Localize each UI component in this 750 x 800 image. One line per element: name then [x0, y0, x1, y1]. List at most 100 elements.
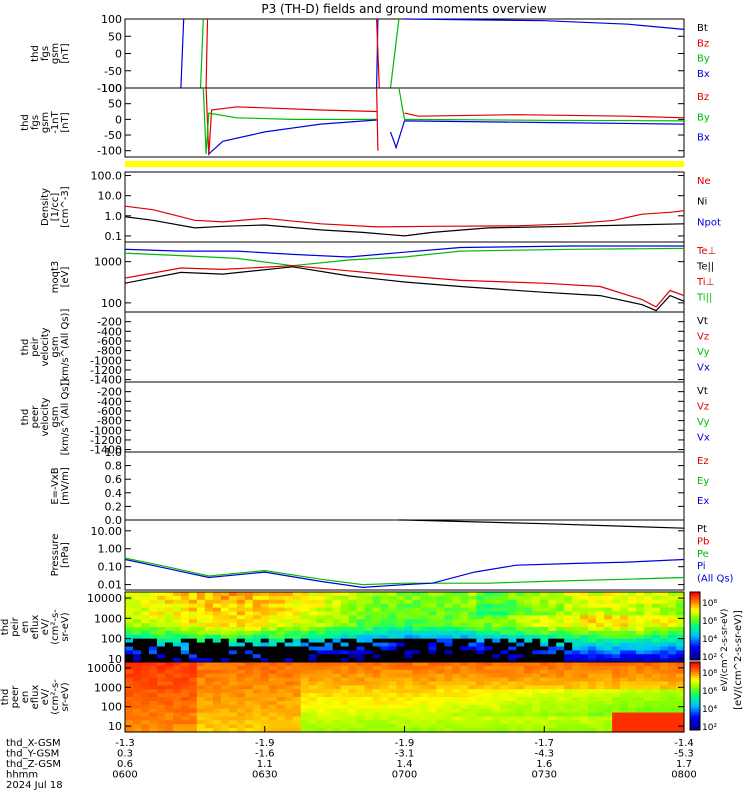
- heatmap-cell: [164, 627, 174, 632]
- heatmap-cell: [132, 595, 142, 601]
- heatmap-cell: [324, 623, 334, 628]
- heatmap-cell: [676, 627, 685, 632]
- heatmap-cell: [620, 685, 629, 690]
- heatmap-cell: [508, 704, 517, 710]
- heatmap-cell: [460, 697, 469, 702]
- heatmap-cell: [284, 603, 294, 609]
- x-axis-tick-label: 0800: [671, 770, 696, 781]
- heatmap-cell: [228, 646, 238, 651]
- heatmap-cell: [620, 595, 629, 601]
- heatmap-cell: [196, 720, 206, 725]
- heatmap-cell: [452, 607, 461, 613]
- heatmap-cell: [676, 615, 685, 620]
- heatmap-cell: [372, 630, 382, 636]
- heatmap-cell: [596, 665, 605, 671]
- heatmap-cell: [268, 638, 278, 644]
- heatmap-cell: [244, 685, 254, 690]
- heatmap-cell: [252, 712, 262, 718]
- heatmap-cell: [644, 669, 653, 675]
- heatmap-cell: [292, 685, 302, 690]
- heatmap-cell: [468, 599, 477, 605]
- heatmap-cell: [460, 599, 469, 605]
- heatmap-cell: [652, 662, 661, 667]
- heatmap-cell: [676, 650, 685, 655]
- heatmap-cell: [572, 712, 581, 718]
- heatmap-cell: [196, 708, 206, 714]
- heatmap-cell: [420, 611, 430, 616]
- heatmap-cell: [220, 650, 230, 655]
- heatmap-cell: [524, 677, 533, 683]
- heatmap-cell: [396, 700, 406, 706]
- heatmap-cell: [268, 662, 278, 667]
- heatmap-cell: [132, 634, 142, 640]
- heatmap-cell: [500, 630, 509, 636]
- heatmap-cell: [228, 665, 238, 671]
- heatmap-cell: [180, 634, 190, 640]
- colorbar-cell: [690, 616, 700, 619]
- heatmap-cell: [500, 654, 509, 659]
- heatmap-cell: [420, 677, 430, 683]
- heatmap-cell: [244, 697, 254, 702]
- heatmap-cell: [236, 619, 246, 624]
- heatmap-cell: [284, 627, 294, 632]
- panel-frame: [124, 171, 685, 243]
- heatmap-cell: [588, 599, 597, 605]
- heatmap-cell: [604, 697, 613, 702]
- heatmap-cell: [444, 728, 454, 733]
- heatmap-cell: [340, 650, 350, 655]
- heatmap-cell: [388, 712, 398, 718]
- heatmap-cell: [236, 712, 246, 718]
- heatmap-cell: [500, 677, 509, 683]
- heatmap-cell: [572, 658, 581, 663]
- heatmap-cell: [228, 623, 238, 628]
- heatmap-cell: [148, 662, 158, 667]
- heatmap-cell: [396, 669, 406, 675]
- heatmap-cell: [676, 716, 685, 721]
- heatmap-cell: [148, 603, 158, 609]
- heatmap-cell: [468, 700, 477, 706]
- heatmap-cell: [452, 716, 461, 721]
- heatmap-cell: [428, 712, 438, 718]
- heatmap-cell: [125, 627, 134, 632]
- heatmap-cell: [412, 658, 422, 663]
- heatmap-cell: [140, 693, 150, 698]
- heatmap-cell: [476, 724, 485, 729]
- heatmap-cell: [388, 619, 398, 624]
- heatmap-cell: [548, 677, 557, 683]
- heatmap-cell: [268, 611, 278, 616]
- heatmap-cell: [428, 623, 438, 628]
- heatmap-cell: [548, 638, 557, 644]
- heatmap-cell: [172, 669, 182, 675]
- colorbar-cell: [690, 630, 700, 633]
- heatmap-cell: [228, 630, 238, 636]
- heatmap-cell: [604, 654, 613, 659]
- heatmap-cell: [644, 673, 653, 679]
- heatmap-cell: [420, 662, 430, 667]
- heatmap-cell: [364, 708, 374, 714]
- heatmap-cell: [564, 728, 573, 733]
- heatmap-cell: [316, 630, 326, 636]
- heatmap-cell: [212, 697, 222, 702]
- heatmap-cell: [500, 708, 509, 714]
- heatmap-cell: [284, 638, 294, 644]
- panel-frame: [124, 87, 685, 158]
- heatmap-cell: [572, 700, 581, 706]
- heatmap-cell: [676, 630, 685, 636]
- heatmap-cell: [668, 658, 677, 663]
- heatmap-cell: [268, 658, 278, 663]
- heatmap-cell: [172, 673, 182, 679]
- heatmap-cell: [348, 603, 358, 609]
- x-axis-tick-label: 0730: [532, 770, 557, 781]
- heatmap-cell: [500, 623, 509, 628]
- heatmap-cell: [372, 646, 382, 651]
- heatmap-cell: [132, 619, 142, 624]
- heatmap-cell: [380, 615, 390, 620]
- y-axis-label: [km/s^(All Qs)]: [60, 309, 71, 386]
- heatmap-cell: [556, 712, 565, 718]
- heatmap-cell: [460, 712, 469, 718]
- heatmap-cell: [468, 642, 477, 648]
- heatmap-cell: [636, 603, 645, 609]
- heatmap-cell: [172, 689, 182, 694]
- heatmap-cell: [540, 716, 549, 721]
- heatmap-cell: [340, 681, 350, 686]
